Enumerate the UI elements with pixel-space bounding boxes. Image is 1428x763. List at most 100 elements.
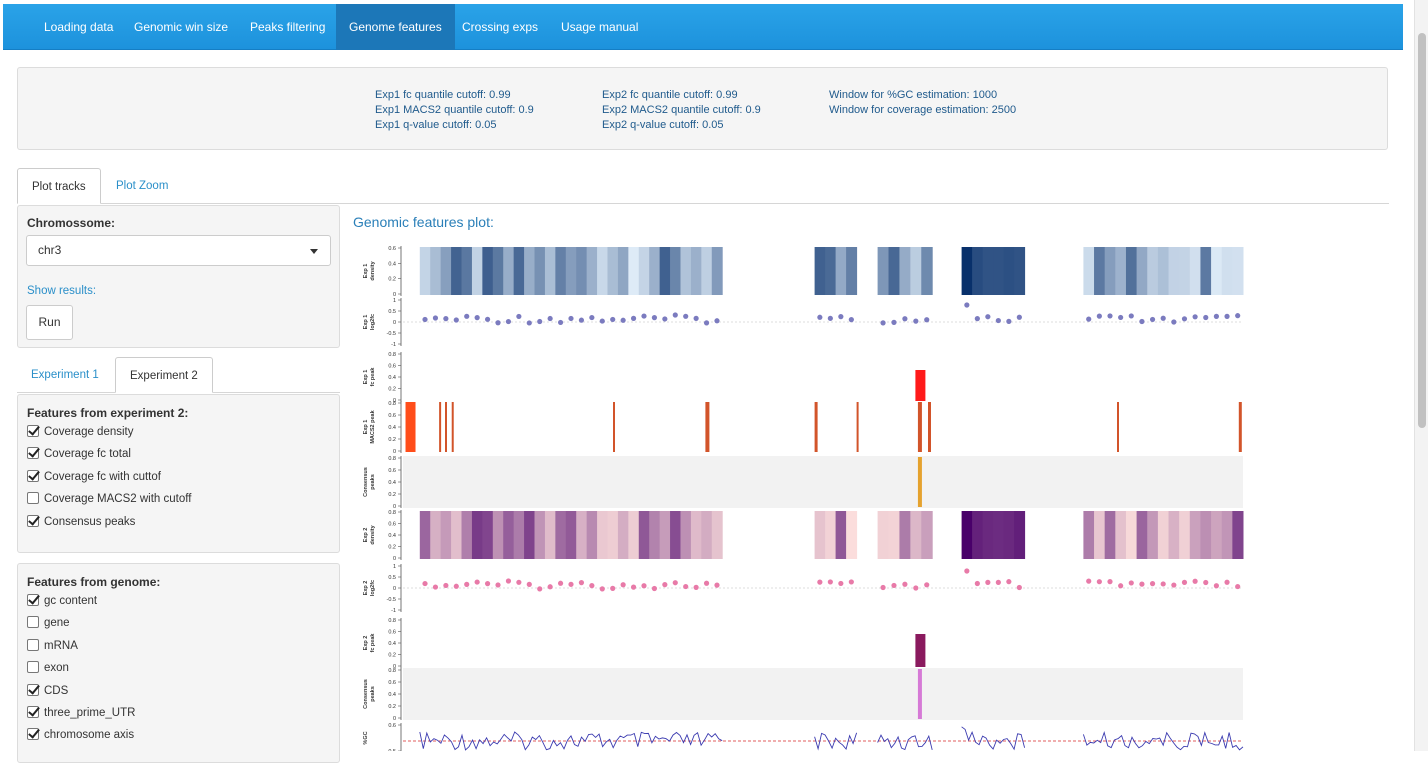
page-scrollbar[interactable] [1414, 0, 1428, 751]
nav-peaks-filtering[interactable]: Peaks filtering [250, 20, 326, 34]
log2fc-point [432, 584, 439, 590]
macs2-peak-bar [1238, 402, 1242, 452]
density-cell [1157, 247, 1170, 295]
checkbox-label: gene [44, 617, 70, 630]
svg-text:peaks: peaks [370, 474, 376, 490]
density-cell [1189, 511, 1201, 559]
log2fc-point [568, 581, 574, 587]
log2fc-point [641, 583, 647, 589]
gc-content-line [877, 734, 933, 751]
tab-plot-zoom[interactable]: Plot Zoom [116, 180, 169, 192]
checkbox-checked-icon[interactable] [27, 706, 39, 718]
log2fc-point [599, 318, 605, 324]
density-cell [555, 511, 567, 559]
gc-window-info: Window for %GC estimation: 1000 [829, 89, 998, 101]
density-cell [899, 511, 911, 559]
density-cell [910, 247, 922, 295]
log2fc-point [620, 582, 626, 588]
log2fc-point [683, 313, 689, 319]
log2fc-point [422, 580, 428, 587]
tick-label: -1 [391, 608, 396, 614]
genome-features-title: Features from genome: [27, 575, 161, 589]
run-button[interactable]: Run [26, 305, 73, 340]
log2fc-point [1192, 314, 1198, 320]
checkbox-checked-icon[interactable] [27, 683, 39, 696]
checkbox-cds[interactable]: CDS [27, 683, 68, 701]
nav-crossing-exps[interactable]: Crossing exps [462, 20, 539, 34]
checkbox-checked-icon[interactable] [27, 594, 39, 606]
checkbox-checked-icon[interactable] [27, 425, 39, 437]
show-results-label: Show results: [27, 285, 97, 297]
checkbox-consensus-peaks[interactable]: Consensus peaks [27, 514, 135, 532]
chromosome-select[interactable]: chr3 [26, 235, 331, 266]
macs2-peak-bar [405, 402, 416, 452]
tick-label: 0 [393, 664, 396, 670]
nav-loading-data[interactable]: Loading data [44, 20, 114, 34]
checkbox-unchecked-icon[interactable] [27, 616, 39, 629]
checkbox-checked-icon[interactable] [27, 514, 39, 527]
checkbox-gene[interactable]: gene [27, 616, 70, 633]
checkbox-checked-icon[interactable] [27, 447, 39, 460]
track-label: %GC [363, 731, 369, 744]
density-cell [1125, 511, 1138, 559]
log2fc-point [1235, 313, 1241, 319]
checkbox-coverage-macs2-with-cutoff[interactable]: Coverage MACS2 with cutoff [27, 492, 191, 509]
checkbox-exon[interactable]: exon [27, 661, 69, 678]
density-cell [877, 247, 890, 295]
track-label: Exp 1 density [363, 260, 376, 280]
log2fc-point [1192, 578, 1198, 584]
density-cell [1083, 247, 1095, 295]
scrollbar-thumb[interactable] [1418, 33, 1426, 428]
nav-genomic-win-size[interactable]: Genomic win size [134, 20, 229, 34]
log2fc-point [1181, 579, 1188, 585]
checkbox-unchecked-icon[interactable] [27, 492, 39, 505]
checkbox-checked-icon[interactable] [27, 728, 39, 741]
nav-usage-manual[interactable]: Usage manual [561, 20, 639, 34]
tab-experiment-2[interactable]: Experiment 2 [115, 357, 213, 393]
log2fc-point [995, 317, 1001, 324]
macs2-peak-bar [445, 402, 447, 452]
tab-plot-tracks[interactable]: Plot tracks [17, 168, 101, 204]
log2fc-point [495, 582, 501, 588]
svg-text:fc peak: fc peak [370, 367, 376, 387]
checkbox-coverage-density[interactable]: Coverage density [27, 425, 134, 442]
log2fc-point [662, 582, 668, 588]
exp2-macs2-cutoff: Exp2 MACS2 quantile cutoff: 0.9 [602, 104, 761, 116]
checkbox-label: Coverage fc total [44, 448, 131, 461]
gc-content-line [1082, 730, 1244, 751]
svg-text:density: density [370, 260, 376, 280]
log2fc-point [1128, 580, 1134, 586]
density-cell [1125, 247, 1138, 295]
density-cell [471, 247, 483, 295]
tick-label: 0 [393, 320, 396, 326]
checkbox-gc-content[interactable]: gc content [27, 594, 97, 611]
density-cell [701, 247, 713, 295]
tab-experiment-1[interactable]: Experiment 1 [31, 369, 99, 381]
checkbox-coverage-fc-with-cuttof[interactable]: Coverage fc with cuttof [27, 469, 161, 487]
checkbox-mrna[interactable]: mRNA [27, 638, 78, 656]
density-cell [993, 511, 1005, 559]
tick-label: 0.4 [388, 533, 396, 539]
macs2-peak-bar [1117, 402, 1119, 452]
checkbox-unchecked-icon[interactable] [27, 661, 39, 674]
checkbox-checked-icon[interactable] [27, 469, 39, 482]
tick-label: 0.8 [388, 401, 396, 407]
density-cell [961, 247, 973, 295]
checkbox-unchecked-icon[interactable] [27, 638, 39, 651]
checkbox-chromosome-axis[interactable]: chromosome axis [27, 728, 134, 745]
log2fc-point [1213, 583, 1219, 589]
log2fc-point [557, 580, 564, 586]
nav-genome-features[interactable]: Genome features [336, 4, 455, 50]
density-cell [503, 247, 515, 295]
exp1-fc-cutoff: Exp1 fc quantile cutoff: 0.99 [375, 89, 511, 101]
checkbox-three-prime-utr[interactable]: three_prime_UTR [27, 706, 135, 723]
density-cell [1136, 511, 1148, 559]
log2fc-point [443, 582, 449, 589]
exp1-macs2-cutoff: Exp1 MACS2 quantile cutoff: 0.9 [375, 104, 534, 116]
log2fc-point [599, 586, 605, 592]
density-cell [638, 247, 650, 295]
log2fc-point [484, 581, 491, 587]
fc-peak-bar [915, 634, 926, 667]
tick-label: 0.6 [388, 246, 396, 252]
checkbox-coverage-fc-total[interactable]: Coverage fc total [27, 447, 131, 464]
